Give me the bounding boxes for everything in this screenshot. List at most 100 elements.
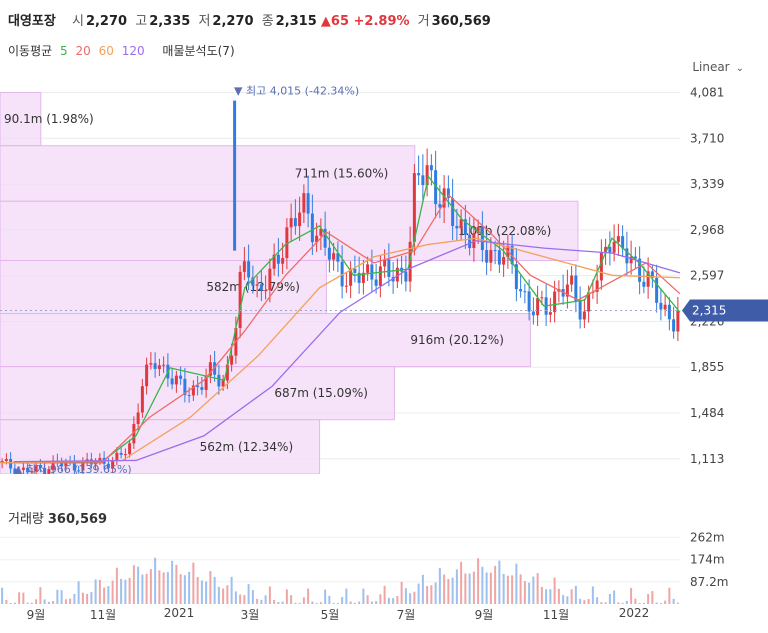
volume-bar	[273, 600, 276, 604]
volume-bar	[26, 602, 29, 604]
volume-bar	[47, 601, 50, 604]
volume-bar	[158, 570, 161, 604]
candle-body	[633, 256, 637, 259]
y-tick-label: 2,968	[690, 223, 724, 237]
candle-body	[642, 281, 646, 287]
volume-bar	[86, 593, 89, 604]
volume-bar	[498, 560, 501, 604]
open-label: 시	[71, 14, 84, 29]
volume-bar	[515, 563, 518, 604]
volume-bar	[302, 597, 305, 604]
volume-bar	[383, 585, 386, 604]
candle-body	[383, 259, 387, 267]
candle-body	[196, 385, 200, 388]
volume-bar	[239, 594, 242, 604]
volume-bar	[1, 587, 4, 604]
volume-bar	[5, 599, 8, 604]
volume-bar	[536, 573, 539, 604]
volume-bar	[600, 602, 603, 604]
volume-bar	[396, 595, 399, 604]
candle-body	[293, 218, 297, 227]
volume-bar	[404, 588, 407, 604]
candle-body	[4, 459, 8, 462]
volume-bar	[426, 585, 429, 604]
volume-bar	[366, 595, 369, 604]
volume-bar	[477, 558, 480, 604]
volume-bar	[630, 587, 633, 604]
volume-bar	[451, 577, 454, 604]
volume-bar	[400, 581, 403, 604]
volume-bar	[579, 598, 582, 604]
volume-bar	[188, 571, 191, 604]
volume-bar	[349, 601, 352, 604]
candle-body	[489, 250, 493, 263]
y-tick-label: 1,113	[690, 452, 724, 466]
candle-body	[476, 227, 480, 234]
volume-bar	[604, 602, 607, 604]
volume-bar	[183, 575, 186, 604]
candle-body	[574, 275, 578, 301]
volume-bar	[154, 557, 157, 604]
sales-analysis-label[interactable]: 매물분석도(7)	[162, 44, 235, 58]
candle-body	[208, 362, 212, 376]
candle-body	[64, 461, 68, 467]
y-tick-label: 1,855	[690, 360, 724, 374]
sales-profile-bar	[0, 92, 42, 147]
candle-body	[242, 261, 246, 272]
volume-bar	[128, 577, 131, 604]
volume-bar	[608, 594, 611, 604]
volume-bar	[417, 583, 420, 604]
sales-profile-label: 90.1m (1.98%)	[4, 112, 94, 126]
volume-bar	[409, 593, 412, 604]
volume-bar	[447, 579, 450, 604]
candle-body	[353, 268, 357, 273]
volume-title-label: 거래량	[8, 512, 44, 527]
volume-bar	[209, 571, 212, 604]
volume-bar	[319, 602, 322, 604]
volume-bar	[549, 589, 552, 604]
candle-body	[60, 463, 64, 467]
volume-bar	[328, 595, 331, 604]
candle-body	[429, 165, 433, 171]
price-chart[interactable]: 4,0813,7103,3392,9682,5972,2261,8551,484…	[0, 84, 768, 474]
candle-body	[493, 250, 497, 252]
candle-body	[514, 264, 518, 290]
x-tick-label: 5월	[320, 608, 340, 622]
candle-body	[140, 386, 144, 413]
x-tick-label: 2022	[618, 606, 650, 620]
volume-bar	[362, 588, 365, 604]
volume-bar	[596, 597, 599, 604]
candle-body	[659, 302, 663, 310]
sales-profile-label: 562m (12.34%)	[200, 440, 294, 454]
volume-bar	[647, 593, 650, 604]
candle-body	[85, 459, 89, 462]
candle-body	[599, 252, 603, 281]
volume-bar	[56, 589, 59, 604]
candle-body	[459, 219, 463, 229]
ma5-legend: 5	[60, 44, 68, 58]
candle-body	[119, 452, 123, 455]
candle-body	[523, 291, 527, 293]
volume-bar	[621, 602, 624, 604]
scale-label: Linear	[692, 60, 730, 74]
volume-bar	[443, 574, 446, 604]
volume-bar	[115, 567, 118, 604]
volume-tick-label: 87.2m	[690, 575, 728, 589]
candle-body	[344, 285, 348, 287]
candle-body	[374, 279, 378, 286]
scale-dropdown[interactable]: Linear ⌄	[692, 60, 744, 74]
candle-body	[434, 170, 438, 205]
current-price-label: 2,315	[692, 303, 726, 317]
volume-bar	[315, 602, 318, 604]
candle-body	[306, 193, 310, 214]
candle-body	[30, 471, 34, 473]
volume-bar	[35, 599, 38, 604]
volume-bar	[460, 561, 463, 604]
volume-bar	[379, 594, 382, 604]
moving-average-legend[interactable]: 이동평균 5 20 60 120 매물분석도(7)	[8, 42, 239, 59]
candle-body	[463, 219, 467, 235]
volume-bar	[370, 601, 373, 604]
candle-body	[302, 193, 306, 213]
volume-bar	[468, 573, 471, 604]
volume-chart[interactable]: 262m 174m 87.2m	[0, 500, 768, 606]
